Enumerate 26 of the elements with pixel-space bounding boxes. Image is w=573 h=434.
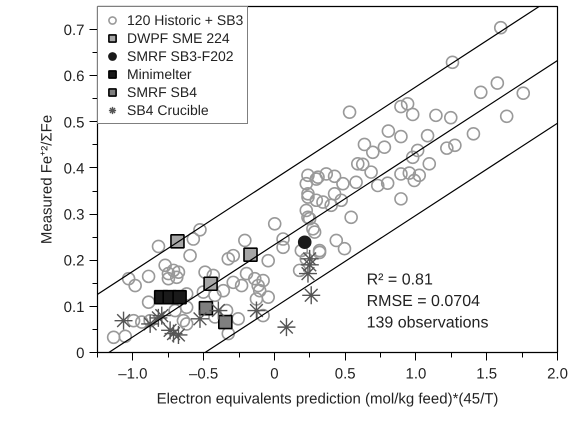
annotation: RMSE = 0.0704: [366, 292, 480, 310]
y-tick-label: 0.2: [64, 252, 85, 270]
legend-label: DWPF SME 224: [127, 29, 230, 47]
x-axis-title: Electron equivalents prediction (mol/kg feed)*(45/T): [156, 390, 498, 408]
annotation: R² = 0.81: [366, 271, 433, 288]
y-tick-label: 0: [76, 345, 84, 362]
legend-label: SMRF SB4: [127, 83, 198, 101]
legend-label: 120 Historic + SB3: [127, 11, 244, 29]
y-tick-label: 0.7: [64, 22, 85, 40]
legend-label: Minimelter: [127, 65, 192, 83]
legend-label: SB4 Crucible: [127, 101, 209, 119]
x-tick-label: 1.0: [406, 366, 426, 382]
y-tick-label: 0.1: [64, 298, 85, 316]
y-axis-title: Measured Fe⁺²/ΣFe: [38, 114, 56, 244]
x-tick-label: 2.0: [547, 366, 568, 382]
annotation: 139 observations: [366, 314, 488, 332]
x-tick-label: –0.5: [189, 366, 218, 382]
y-tick-label: 0.5: [64, 114, 85, 132]
x-tick-label: –1.0: [118, 366, 148, 382]
x-tick-label: 1.5: [476, 366, 498, 382]
legend-label: SMRF SB3-F202: [127, 47, 234, 65]
y-tick-label: 0.6: [64, 68, 85, 86]
x-tick-label: 0.5: [334, 366, 356, 382]
y-tick-label: 0.3: [64, 206, 85, 224]
y-tick-label: 0.4: [64, 160, 85, 178]
x-tick-label: 0: [270, 366, 279, 382]
